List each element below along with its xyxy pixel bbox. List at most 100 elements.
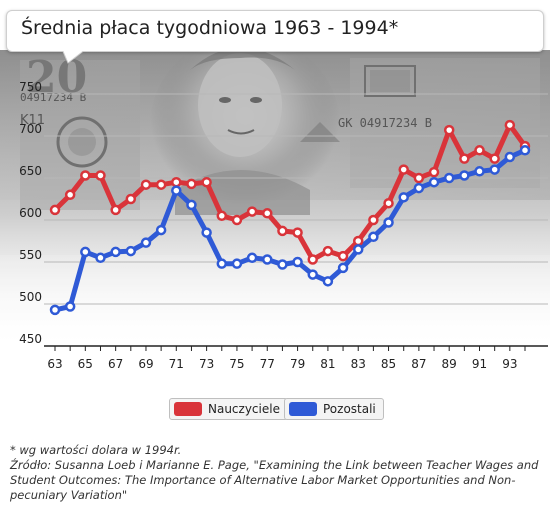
data-point-teachers bbox=[140, 179, 152, 190]
data-point-teachers bbox=[307, 254, 318, 265]
y-axis-ticks: 450 500 550 600 650 700 750 bbox=[19, 80, 42, 346]
data-point-others bbox=[459, 170, 470, 181]
footnote-source: Źródło: Susanna Loeb i Marianne E. Page,… bbox=[10, 458, 539, 502]
data-point-teachers bbox=[49, 204, 61, 216]
footnotes: * wg wartości dolara w 1994r. Źródło: Su… bbox=[10, 443, 545, 503]
legend-item-teachers: Nauczyciele bbox=[169, 398, 288, 420]
data-point-teachers bbox=[277, 225, 288, 237]
legend-label-others: Pozostali bbox=[323, 402, 376, 416]
x-tick-label: 73 bbox=[199, 357, 214, 371]
data-point-teachers bbox=[110, 204, 121, 216]
data-point-teachers bbox=[171, 176, 182, 188]
data-point-others bbox=[155, 224, 167, 236]
x-tick-label: 87 bbox=[411, 357, 426, 371]
x-axis: 63 65 67 69 71 73 75 77 79 81 83 85 87 89 91 93 bbox=[44, 345, 548, 371]
y-tick-label: 450 bbox=[19, 332, 42, 346]
data-point-teachers bbox=[489, 153, 500, 164]
legend-item-others: Pozostali bbox=[284, 398, 384, 420]
y-tick-label: 700 bbox=[19, 122, 42, 136]
data-point-others bbox=[443, 172, 455, 184]
x-tick-label: 85 bbox=[381, 357, 396, 371]
x-tick-label: 65 bbox=[78, 357, 93, 371]
x-tick-label: 89 bbox=[442, 357, 457, 371]
data-point-others bbox=[64, 301, 76, 312]
legend-swatch-others bbox=[289, 402, 317, 416]
data-point-teachers bbox=[186, 178, 197, 190]
data-point-teachers bbox=[398, 164, 409, 175]
bill-serial-right: GK 04917234 B bbox=[338, 116, 432, 130]
data-point-others bbox=[368, 231, 379, 243]
data-point-teachers bbox=[231, 214, 243, 226]
chart-title: Średnia płaca tygodniowa 1963 - 1994* bbox=[21, 17, 399, 39]
data-point-others bbox=[171, 185, 182, 196]
data-point-others bbox=[413, 182, 425, 194]
x-tick-label: 67 bbox=[108, 357, 123, 371]
data-point-others bbox=[80, 246, 91, 258]
eagle-emblem-icon bbox=[300, 122, 340, 142]
data-point-teachers bbox=[216, 210, 228, 222]
x-tick-label: 71 bbox=[169, 357, 184, 371]
data-point-others bbox=[277, 259, 288, 270]
title-callout-pointer bbox=[61, 49, 89, 64]
data-point-others bbox=[49, 304, 61, 316]
y-tick-label: 650 bbox=[19, 164, 42, 178]
data-point-teachers bbox=[459, 153, 470, 164]
data-point-others bbox=[428, 176, 440, 188]
x-tick-label: 81 bbox=[320, 357, 335, 371]
data-point-others bbox=[110, 246, 121, 258]
data-point-others bbox=[322, 276, 334, 287]
data-point-others bbox=[216, 258, 228, 269]
data-point-others bbox=[231, 258, 243, 269]
data-point-teachers bbox=[474, 145, 485, 156]
data-point-others bbox=[504, 151, 516, 163]
x-tick-label: 63 bbox=[47, 357, 62, 371]
series-points bbox=[49, 119, 531, 316]
y-tick-label: 550 bbox=[19, 248, 42, 262]
data-point-others bbox=[337, 262, 349, 274]
x-tick-label: 77 bbox=[260, 357, 275, 371]
data-point-teachers bbox=[201, 176, 212, 188]
data-point-others bbox=[383, 217, 394, 228]
data-point-teachers bbox=[155, 179, 167, 190]
data-point-others bbox=[186, 199, 197, 211]
data-point-teachers bbox=[246, 206, 258, 217]
data-point-teachers bbox=[125, 193, 137, 205]
legend-label-teachers: Nauczyciele bbox=[208, 402, 280, 416]
data-point-teachers bbox=[383, 197, 394, 209]
data-point-others bbox=[246, 252, 258, 264]
data-point-others bbox=[140, 237, 152, 248]
y-tick-label: 750 bbox=[19, 80, 42, 94]
footnote-currency: * wg wartości dolara w 1994r. bbox=[10, 443, 182, 457]
data-point-teachers bbox=[443, 124, 455, 136]
data-point-others bbox=[201, 227, 212, 238]
x-tick-label: 75 bbox=[229, 357, 244, 371]
data-point-teachers bbox=[413, 172, 425, 184]
bill-letter-code: K11 bbox=[20, 113, 45, 128]
data-point-teachers bbox=[95, 170, 106, 181]
x-tick-label: 69 bbox=[138, 357, 153, 371]
data-point-teachers bbox=[322, 245, 334, 257]
data-point-teachers bbox=[368, 214, 379, 226]
data-point-others bbox=[398, 192, 409, 203]
data-point-others bbox=[474, 166, 485, 177]
y-tick-label: 500 bbox=[19, 290, 42, 304]
data-point-teachers bbox=[80, 170, 91, 181]
data-point-others bbox=[292, 256, 303, 268]
data-point-teachers bbox=[504, 119, 516, 131]
data-point-others bbox=[489, 164, 500, 175]
treasury-seal-icon bbox=[56, 116, 108, 168]
data-point-teachers bbox=[292, 227, 303, 238]
x-tick-label: 83 bbox=[351, 357, 366, 371]
y-tick-label: 600 bbox=[19, 206, 42, 220]
data-point-others bbox=[95, 252, 106, 264]
data-point-teachers bbox=[337, 250, 349, 262]
data-point-others bbox=[125, 245, 137, 257]
data-point-teachers bbox=[64, 189, 76, 201]
data-point-others bbox=[352, 244, 364, 255]
data-point-teachers bbox=[262, 208, 273, 219]
data-point-teachers bbox=[352, 235, 364, 247]
data-point-teachers bbox=[428, 166, 440, 178]
x-tick-label: 91 bbox=[472, 357, 487, 371]
banknote-background-image: 20 04917234 B K11 GK 04917234 B bbox=[0, 35, 550, 355]
